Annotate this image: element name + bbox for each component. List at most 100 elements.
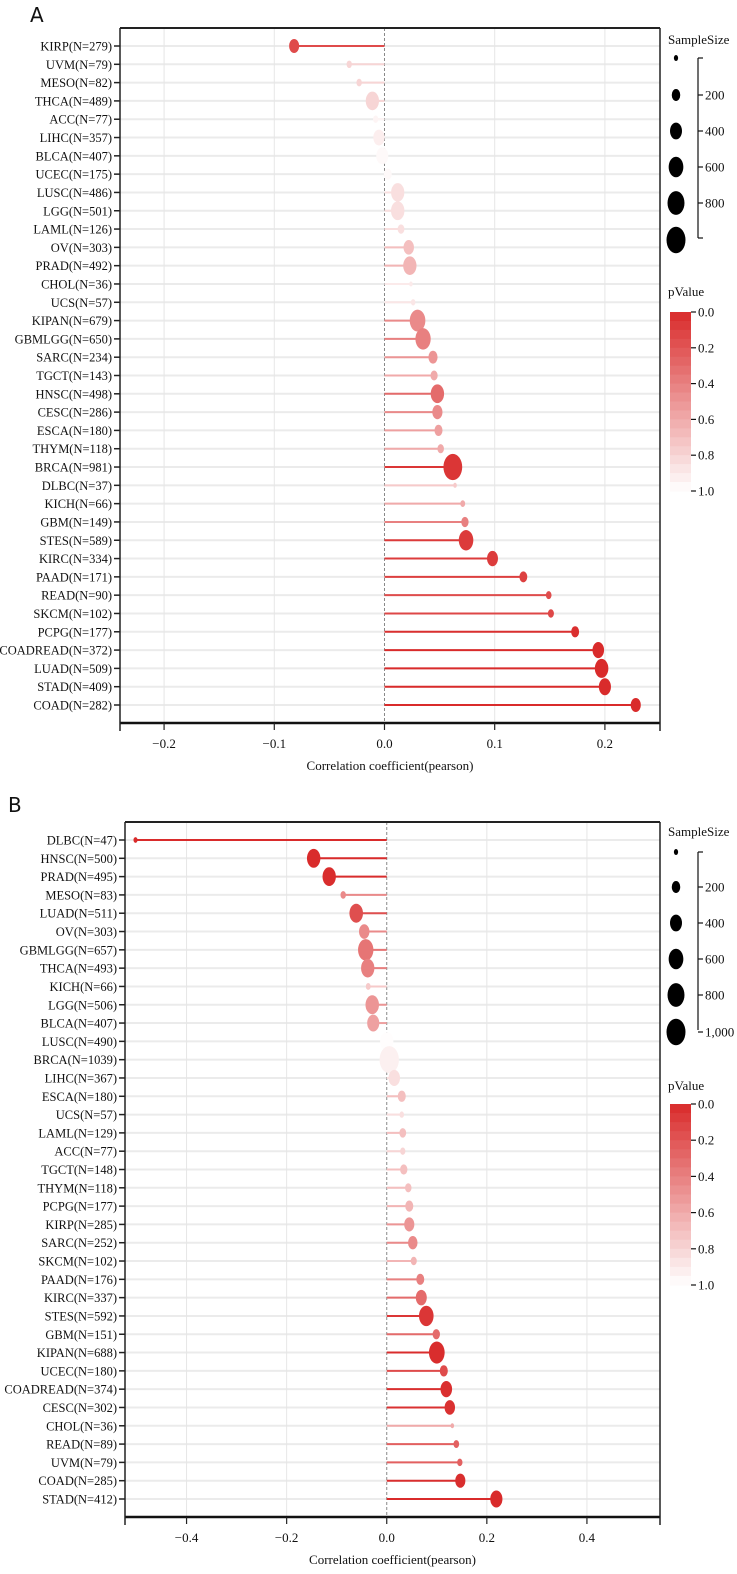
category-label: GBM(N=151) — [45, 1328, 117, 1342]
colorbar-segment — [670, 464, 691, 474]
pvalue-legend-title: pValue — [668, 284, 704, 299]
category-label: READ(N=90) — [41, 589, 112, 603]
colorbar-segment — [670, 482, 691, 492]
size-legend-dot — [667, 191, 685, 215]
size-legend-label: 1,000 — [705, 1025, 734, 1040]
lollipop-dot — [450, 1423, 455, 1429]
panel-label: A — [30, 3, 44, 27]
lollipop-dot — [437, 444, 444, 454]
size-legend-dot — [668, 156, 684, 178]
colorbar-segment — [670, 1104, 691, 1114]
lollipop-dot — [453, 482, 457, 488]
category-label: COADREAD(N=374) — [4, 1383, 117, 1397]
category-label: HNSC(N=498) — [36, 387, 113, 401]
lollipop-dot — [388, 1069, 400, 1087]
category-label: KIPAN(N=688) — [37, 1346, 117, 1360]
lollipop-dot — [415, 328, 431, 350]
category-label: SARC(N=252) — [41, 1236, 117, 1250]
lollipop-dot — [409, 309, 426, 332]
category-label: OV(N=303) — [51, 241, 112, 255]
colorbar-label: 0.0 — [698, 305, 714, 320]
lollipop-dot — [359, 924, 370, 939]
x-tick-label: −0.1 — [262, 736, 286, 751]
colorbar-segment — [670, 410, 691, 420]
colorbar-segment — [670, 446, 691, 456]
category-label: PRAD(N=492) — [36, 259, 113, 273]
category-label: BLCA(N=407) — [41, 1017, 118, 1031]
lollipop-dot — [289, 38, 300, 54]
category-label: THCA(N=493) — [40, 962, 117, 976]
category-label: ESCA(N=180) — [42, 1090, 117, 1104]
category-label: HNSC(N=500) — [41, 852, 118, 866]
category-label: PRAD(N=495) — [41, 870, 118, 884]
colorbar-segment — [670, 1131, 691, 1141]
lollipop-dot — [444, 1400, 456, 1415]
colorbar-label: 0.8 — [698, 1241, 714, 1256]
lollipop-dot — [432, 1329, 440, 1340]
colorbar-segment — [670, 455, 691, 465]
lollipop-dot — [455, 1473, 466, 1488]
lollipop-dot — [399, 1111, 405, 1118]
lollipop-dot — [405, 1183, 412, 1193]
colorbar-label: 0.4 — [698, 376, 715, 391]
category-label: KIRC(N=334) — [39, 552, 112, 566]
colorbar-segment — [670, 383, 691, 394]
size-legend-dot — [666, 1018, 686, 1046]
category-label: KIRC(N=337) — [44, 1291, 117, 1305]
category-label: DLBC(N=37) — [42, 479, 112, 493]
colorbar-label: 0.2 — [698, 340, 714, 355]
colorbar-segment — [670, 437, 691, 447]
size-legend-label: 400 — [705, 916, 725, 931]
lollipop-dot — [399, 1128, 407, 1138]
category-label: THYM(N=118) — [38, 1181, 118, 1195]
category-label: LUSC(N=486) — [37, 186, 112, 200]
lollipop-dot — [430, 370, 438, 381]
colorbar-segment — [670, 1158, 691, 1168]
size-legend-dot — [671, 89, 681, 101]
size-legend-label: 200 — [705, 88, 725, 103]
colorbar-segment — [670, 1140, 691, 1150]
lollipop-dot — [346, 60, 352, 69]
lollipop-dot — [487, 550, 498, 567]
colorbar-segment — [670, 1176, 691, 1186]
pvalue-legend-title: pValue — [668, 1078, 704, 1093]
lollipop-dot — [358, 939, 374, 961]
category-label: MESO(N=82) — [40, 76, 112, 90]
lollipop-dot — [397, 1090, 406, 1102]
lollipop-dot — [390, 201, 405, 221]
panel-label: B — [8, 793, 22, 817]
x-tick-label: −0.4 — [175, 1530, 199, 1545]
lollipop-dot — [457, 1458, 463, 1467]
category-label: LIHC(N=357) — [40, 131, 112, 145]
category-label: STES(N=589) — [40, 534, 112, 548]
lollipop-dot — [428, 350, 438, 364]
colorbar-segment — [670, 329, 691, 340]
category-label: UVM(N=79) — [46, 58, 112, 72]
category-label: KIPAN(N=679) — [32, 314, 112, 328]
category-label: MESO(N=83) — [45, 888, 117, 902]
lollipop-dot — [322, 867, 336, 886]
category-label: PCPG(N=177) — [38, 625, 112, 639]
category-label: ACC(N=77) — [49, 113, 112, 127]
lollipop-dot — [428, 1341, 445, 1364]
lollipop-dot — [376, 147, 389, 165]
size-legend-dot — [668, 948, 684, 970]
x-axis-label: Correlation coefficient(pearson) — [307, 758, 474, 773]
lollipop-dot — [365, 91, 380, 111]
category-label: STES(N=592) — [45, 1309, 117, 1323]
category-label: PAAD(N=171) — [36, 570, 112, 584]
size-legend-title: SampleSize — [668, 32, 730, 47]
lollipop-dot — [391, 183, 405, 202]
colorbar-segment — [670, 1185, 691, 1195]
lollipop-dot — [383, 168, 392, 180]
lollipop-dot — [461, 516, 469, 528]
size-legend-dot — [673, 55, 679, 61]
colorbar-label: 1.0 — [698, 484, 714, 499]
size-legend-label: 600 — [705, 952, 725, 967]
lollipop-dot — [361, 958, 375, 978]
lollipop-dot — [349, 903, 363, 923]
category-label: LGG(N=501) — [43, 204, 112, 218]
lollipop-dot — [340, 891, 346, 899]
category-label: COADREAD(N=372) — [0, 644, 112, 658]
